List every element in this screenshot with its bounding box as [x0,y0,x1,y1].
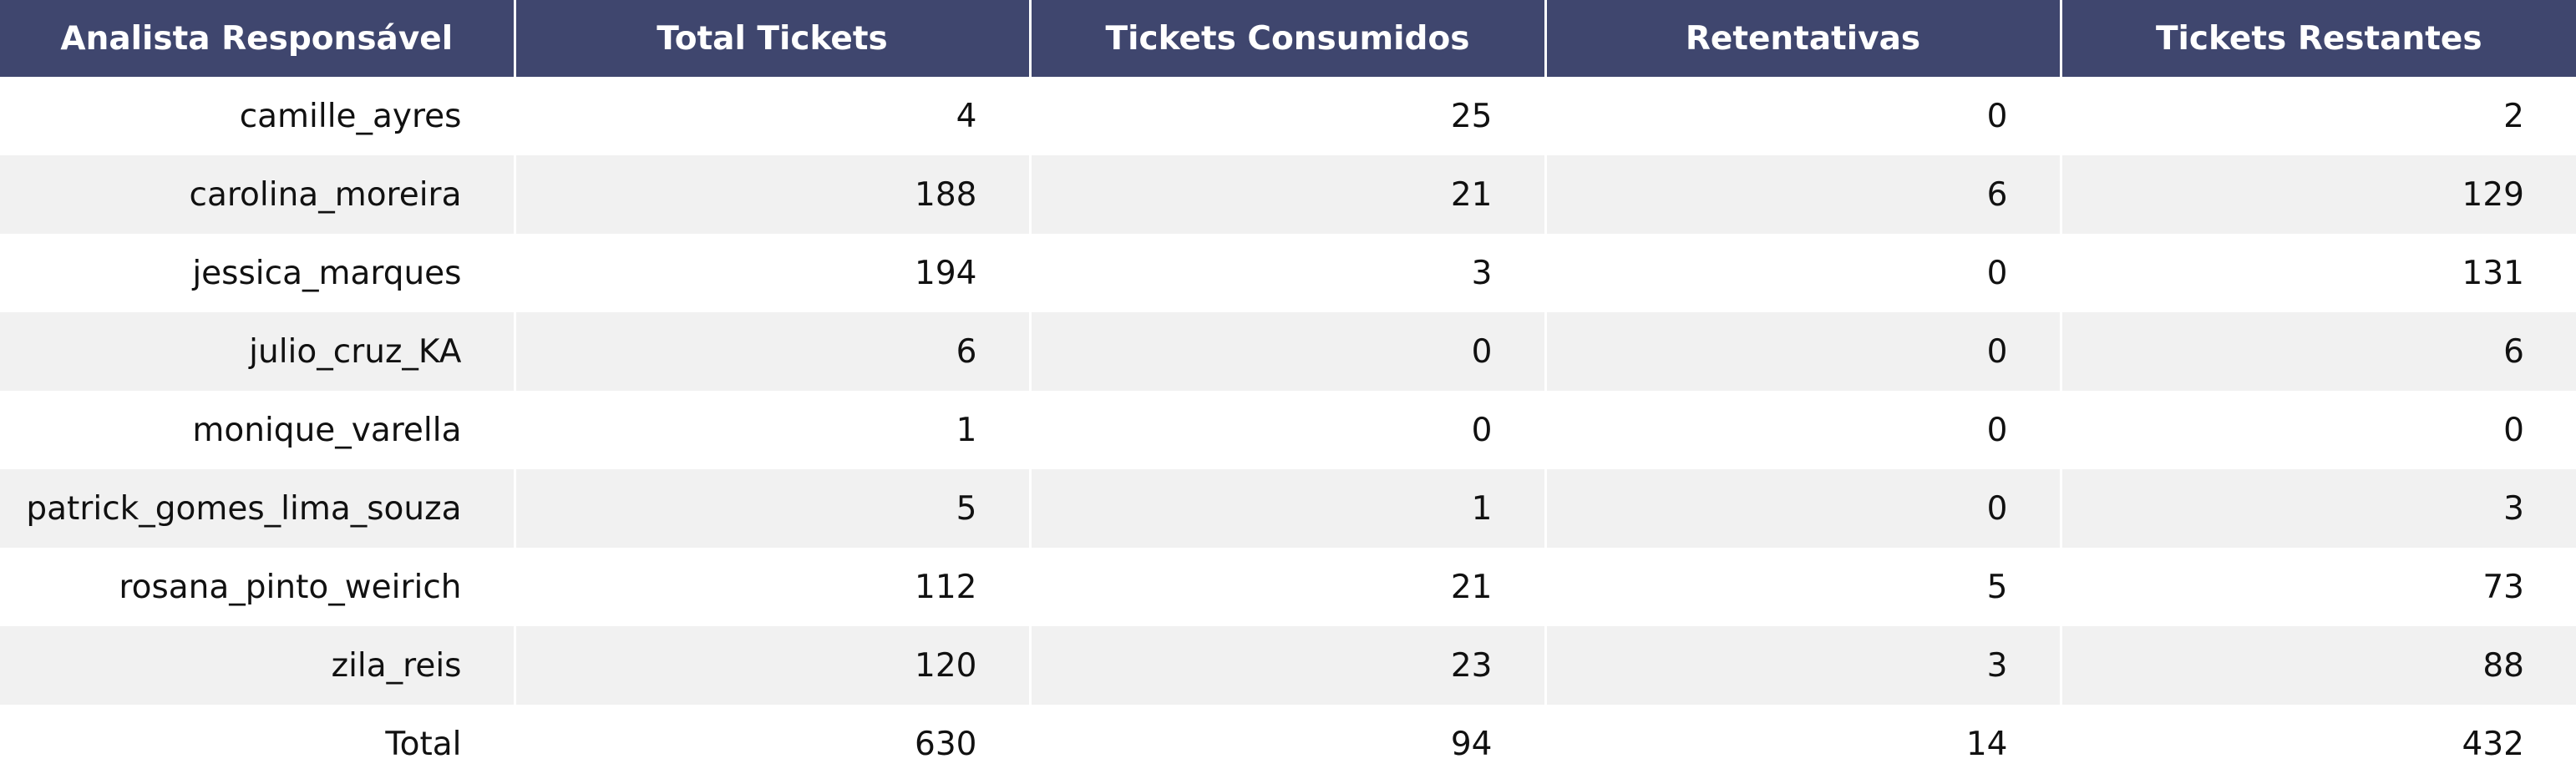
cell-tickets-consumidos: 3 [1030,234,1547,312]
table-row: zila_reis 120 23 3 88 [0,626,2576,705]
cell-tickets-restantes: 131 [2061,234,2576,312]
cell-retentativas: 6 [1545,155,2062,234]
table-row: patrick_gomes_lima_souza 5 1 0 3 [0,469,2576,548]
cell-total-tickets: 4 [515,77,1032,155]
cell-retentativas: 0 [1545,77,2062,155]
table-header: Analista Responsável Total Tickets Ticke… [0,0,2576,77]
cell-analista: zila_reis [0,626,516,705]
cell-tickets-restantes: 73 [2061,548,2576,626]
cell-tickets-restantes: 129 [2061,155,2576,234]
cell-total-tickets: 112 [515,548,1032,626]
header-tickets-restantes: Tickets Restantes [2061,0,2576,77]
header-total-tickets: Total Tickets [515,0,1032,77]
cell-analista: Total [0,705,516,783]
cell-retentativas: 0 [1545,312,2062,391]
header-tickets-consumidos: Tickets Consumidos [1030,0,1547,77]
cell-tickets-restantes: 0 [2061,391,2576,469]
cell-tickets-consumidos: 94 [1030,705,1547,783]
header-retentativas: Retentativas [1545,0,2062,77]
cell-tickets-consumidos: 23 [1030,626,1547,705]
cell-tickets-consumidos: 21 [1030,548,1547,626]
cell-total-tickets: 630 [515,705,1032,783]
cell-analista: monique_varella [0,391,516,469]
cell-tickets-restantes: 6 [2061,312,2576,391]
cell-retentativas: 3 [1545,626,2062,705]
total-row: Total 630 94 14 432 [0,705,2576,783]
table-row: rosana_pinto_weirich 112 21 5 73 [0,548,2576,626]
cell-analista: carolina_moreira [0,155,516,234]
cell-analista: rosana_pinto_weirich [0,548,516,626]
cell-total-tickets: 194 [515,234,1032,312]
header-row: Analista Responsável Total Tickets Ticke… [0,0,2576,77]
table-row: camille_ayres 4 25 0 2 [0,77,2576,155]
cell-analista: patrick_gomes_lima_souza [0,469,516,548]
cell-tickets-restantes: 2 [2061,77,2576,155]
cell-total-tickets: 6 [515,312,1032,391]
cell-tickets-consumidos: 1 [1030,469,1547,548]
cell-retentativas: 0 [1545,391,2062,469]
cell-analista: camille_ayres [0,77,516,155]
cell-retentativas: 0 [1545,234,2062,312]
cell-tickets-consumidos: 0 [1030,391,1547,469]
cell-tickets-consumidos: 0 [1030,312,1547,391]
cell-retentativas: 5 [1545,548,2062,626]
cell-tickets-restantes: 3 [2061,469,2576,548]
table-row: monique_varella 1 0 0 0 [0,391,2576,469]
table-row: jessica_marques 194 3 0 131 [0,234,2576,312]
cell-tickets-consumidos: 21 [1030,155,1547,234]
cell-tickets-restantes: 88 [2061,626,2576,705]
cell-total-tickets: 5 [515,469,1032,548]
cell-analista: julio_cruz_KA [0,312,516,391]
header-analista: Analista Responsável [0,0,516,77]
table-row: julio_cruz_KA 6 0 0 6 [0,312,2576,391]
cell-total-tickets: 1 [515,391,1032,469]
cell-retentativas: 14 [1545,705,2062,783]
cell-analista: jessica_marques [0,234,516,312]
cell-total-tickets: 188 [515,155,1032,234]
cell-tickets-restantes: 432 [2061,705,2576,783]
table-body: camille_ayres 4 25 0 2 carolina_moreira … [0,77,2576,783]
cell-total-tickets: 120 [515,626,1032,705]
table-row: carolina_moreira 188 21 6 129 [0,155,2576,234]
cell-retentativas: 0 [1545,469,2062,548]
cell-tickets-consumidos: 25 [1030,77,1547,155]
